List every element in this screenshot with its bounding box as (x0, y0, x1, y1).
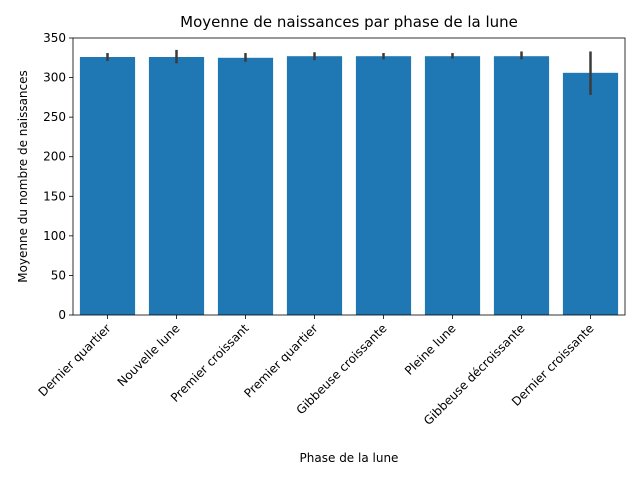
bar (562, 72, 619, 315)
y-tick-label: 50 (51, 268, 66, 282)
y-tick-label: 250 (43, 110, 66, 124)
bars (79, 56, 619, 316)
x-tick-label: Dernier quartier (36, 321, 114, 399)
y-tick-label: 350 (43, 31, 66, 45)
y-tick-label: 150 (43, 189, 66, 203)
x-axis-label: Phase de la lune (300, 451, 399, 465)
y-axis-label: Moyenne du nombre de naissances (16, 70, 30, 283)
bar (79, 56, 136, 315)
y-tick-label: 100 (43, 229, 66, 243)
x-tick-label: Premier croissant (168, 321, 252, 405)
y-tick-label: 200 (43, 150, 66, 164)
chart-title: Moyenne de naissances par phase de la lu… (180, 13, 518, 31)
y-tick-label: 0 (58, 308, 66, 322)
y-tick-label: 300 (43, 71, 66, 85)
x-tick-label: Pleine lune (402, 321, 459, 378)
plot-frame (72, 37, 626, 316)
bar (355, 56, 412, 316)
bar (424, 56, 481, 316)
bar (493, 56, 550, 316)
x-tick-label: Nouvelle lune (115, 321, 183, 389)
x-tick-label: Premier quartier (241, 321, 320, 400)
error-bars (106, 49, 592, 95)
y-axis: 0 50 100 150 200 250 300 350 (43, 31, 73, 322)
bar (286, 56, 343, 316)
bar (217, 57, 274, 316)
bar (148, 56, 205, 315)
